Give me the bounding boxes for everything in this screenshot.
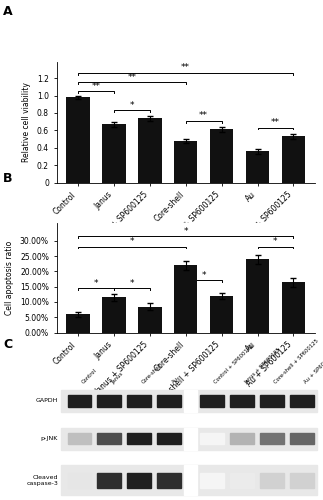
Bar: [290, 433, 314, 444]
Bar: [184, 428, 197, 450]
Text: Control: Control: [81, 368, 98, 385]
Bar: [210, 130, 233, 182]
Bar: [260, 433, 284, 444]
Text: Core-shell: Core-shell: [141, 363, 163, 385]
Bar: [230, 433, 254, 444]
Bar: [157, 433, 181, 444]
Bar: [98, 433, 121, 444]
Bar: [157, 472, 181, 488]
Text: *: *: [183, 226, 188, 235]
Bar: [246, 259, 269, 332]
Text: *: *: [130, 238, 134, 246]
Text: p-JNK: p-JNK: [41, 436, 58, 441]
Bar: [138, 306, 162, 332]
Text: Control + SP600125: Control + SP600125: [214, 344, 255, 385]
Y-axis label: Relative cell viability: Relative cell viability: [22, 82, 31, 162]
Text: Janus: Janus: [111, 372, 125, 385]
Bar: [200, 433, 224, 444]
Text: *: *: [273, 238, 278, 246]
Text: **: **: [271, 118, 280, 127]
Bar: [157, 395, 181, 406]
Text: Janus + SP600125: Janus + SP600125: [244, 347, 281, 385]
Bar: [68, 433, 91, 444]
Text: C: C: [3, 338, 12, 350]
Bar: [61, 428, 317, 450]
Bar: [174, 141, 197, 182]
Text: *: *: [94, 278, 98, 287]
Bar: [98, 472, 121, 488]
Bar: [200, 395, 224, 406]
Bar: [67, 314, 90, 332]
Text: Au: Au: [171, 376, 179, 385]
Bar: [282, 282, 305, 333]
Text: **: **: [127, 73, 136, 82]
Bar: [102, 124, 126, 182]
Bar: [290, 472, 314, 488]
Bar: [210, 296, 233, 333]
Bar: [127, 395, 151, 406]
Bar: [230, 395, 254, 406]
Text: *: *: [202, 271, 206, 280]
Bar: [260, 395, 284, 406]
Bar: [127, 472, 151, 488]
Text: *: *: [130, 101, 134, 110]
Text: **: **: [91, 82, 100, 90]
Bar: [200, 472, 224, 488]
Bar: [102, 298, 126, 332]
Y-axis label: Cell apoptosis ratio: Cell apoptosis ratio: [5, 240, 14, 314]
Text: Cleaved
caspase-3: Cleaved caspase-3: [26, 475, 58, 486]
Text: Au + SP600125: Au + SP600125: [303, 352, 323, 385]
Bar: [138, 118, 162, 182]
Bar: [127, 433, 151, 444]
Text: **: **: [199, 111, 208, 120]
Bar: [184, 466, 197, 496]
Bar: [260, 472, 284, 488]
Bar: [98, 395, 121, 406]
Bar: [184, 390, 197, 412]
Bar: [68, 472, 91, 488]
Text: A: A: [3, 5, 13, 18]
Bar: [230, 472, 254, 488]
Bar: [282, 136, 305, 182]
Bar: [61, 390, 317, 412]
Text: Core-shell + SP600125: Core-shell + SP600125: [273, 338, 320, 385]
Text: GAPDH: GAPDH: [36, 398, 58, 404]
Text: *: *: [130, 278, 134, 287]
Bar: [246, 151, 269, 182]
Text: B: B: [3, 172, 13, 186]
Bar: [290, 395, 314, 406]
Bar: [67, 98, 90, 182]
Text: **: **: [181, 64, 190, 72]
Bar: [61, 466, 317, 496]
Bar: [174, 266, 197, 332]
Bar: [68, 395, 91, 406]
